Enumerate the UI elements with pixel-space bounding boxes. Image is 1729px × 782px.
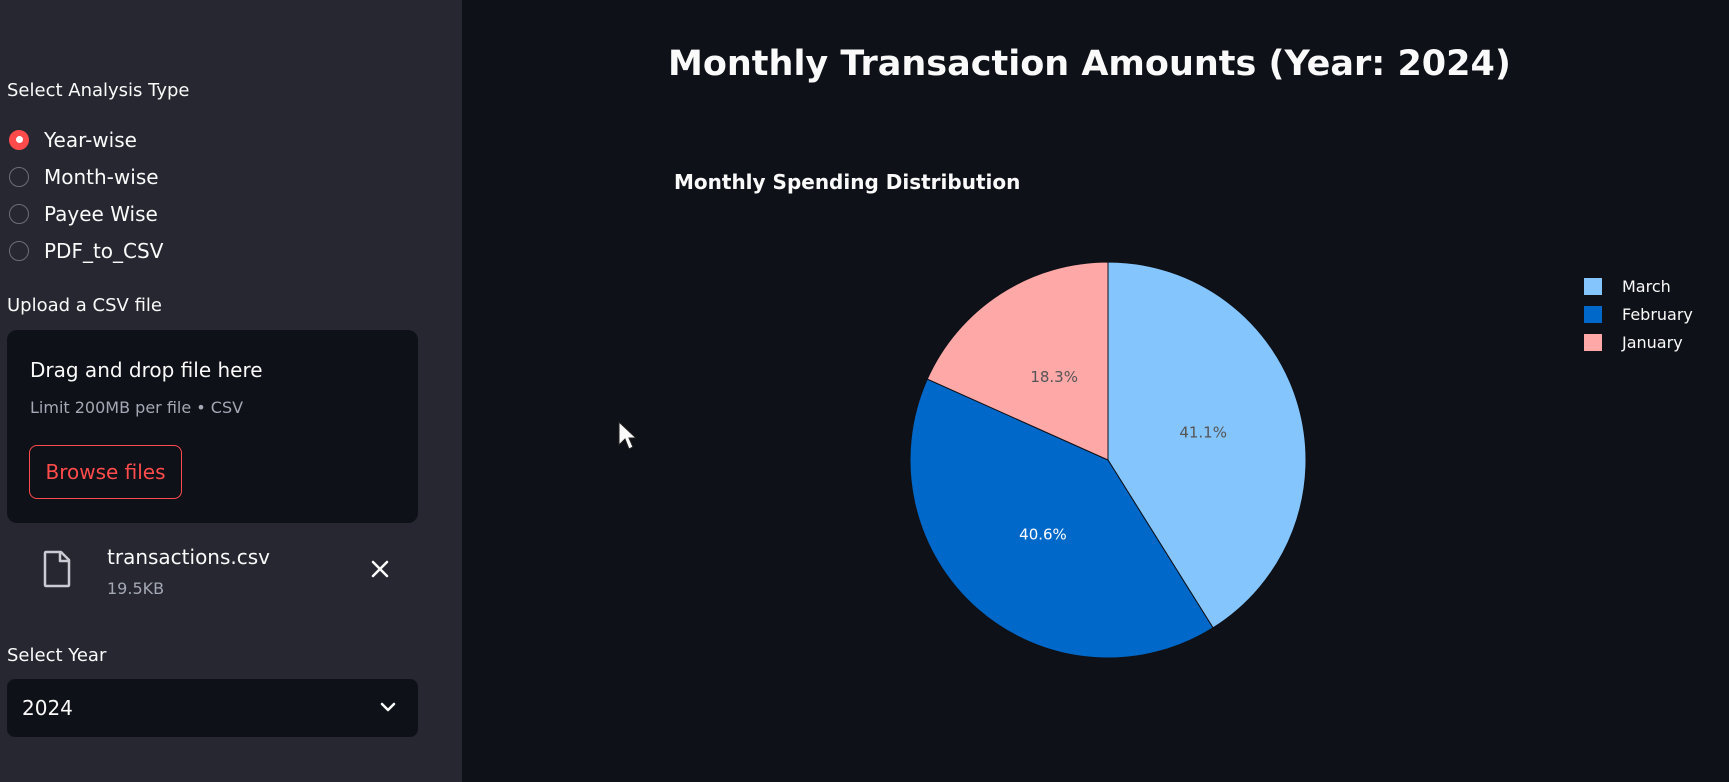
pie-slice-february[interactable] bbox=[909, 378, 1214, 659]
chart-legend: March February January bbox=[1584, 272, 1693, 356]
radio-unchecked-icon[interactable] bbox=[9, 240, 29, 261]
radio-label: PDF_to_CSV bbox=[44, 238, 164, 263]
radio-month-wise[interactable]: Month-wise bbox=[9, 158, 163, 195]
radio-unchecked-icon[interactable] bbox=[9, 166, 29, 187]
year-select-value: 2024 bbox=[22, 696, 73, 720]
close-icon[interactable] bbox=[366, 555, 394, 583]
pie-slice-january[interactable] bbox=[926, 261, 1109, 461]
file-icon bbox=[43, 550, 71, 588]
radio-label: Year-wise bbox=[44, 127, 137, 152]
uploaded-file: transactions.csv 19.5KB bbox=[0, 535, 420, 605]
radio-label: Month-wise bbox=[44, 164, 159, 189]
legend-item-january[interactable]: January bbox=[1584, 328, 1693, 356]
legend-swatch bbox=[1584, 277, 1602, 295]
mouse-cursor-icon bbox=[618, 421, 636, 450]
browse-files-button[interactable]: Browse files bbox=[29, 445, 182, 499]
analysis-type-label: Select Analysis Type bbox=[7, 80, 190, 101]
legend-swatch bbox=[1584, 305, 1602, 323]
file-name: transactions.csv bbox=[107, 545, 271, 569]
select-year-label: Select Year bbox=[7, 645, 107, 666]
page-title: Monthly Transaction Amounts (Year: 2024) bbox=[668, 44, 1511, 84]
legend-label: January bbox=[1622, 332, 1683, 352]
sidebar: Select Analysis Type Year-wise Month-wis… bbox=[0, 0, 462, 782]
legend-item-february[interactable]: February bbox=[1584, 300, 1693, 328]
pie-slice-march[interactable] bbox=[1107, 261, 1307, 629]
radio-payee-wise[interactable]: Payee Wise bbox=[9, 195, 163, 232]
analysis-type-radio-group: Year-wise Month-wise Payee Wise PDF_to_C… bbox=[9, 121, 163, 269]
pie-label-march: 41.1% bbox=[1179, 424, 1227, 442]
year-select[interactable]: 2024 bbox=[7, 679, 418, 737]
radio-label: Payee Wise bbox=[44, 201, 158, 226]
radio-unchecked-icon[interactable] bbox=[9, 203, 29, 224]
legend-swatch bbox=[1584, 333, 1602, 351]
radio-pdf-to-csv[interactable]: PDF_to_CSV bbox=[9, 232, 163, 269]
pie-label-january: 18.3% bbox=[1030, 368, 1078, 386]
legend-item-march[interactable]: March bbox=[1584, 272, 1693, 300]
pie-label-february: 40.6% bbox=[1019, 526, 1067, 544]
dropzone-limit: Limit 200MB per file • CSV bbox=[30, 398, 244, 417]
radio-year-wise[interactable]: Year-wise bbox=[9, 121, 163, 158]
file-size: 19.5KB bbox=[107, 579, 165, 598]
dropzone-title: Drag and drop file here bbox=[30, 358, 263, 382]
chart-title: Monthly Spending Distribution bbox=[674, 170, 1021, 194]
upload-label: Upload a CSV file bbox=[7, 295, 162, 316]
legend-label: February bbox=[1622, 304, 1693, 324]
chevron-down-icon bbox=[380, 702, 396, 712]
radio-checked-icon[interactable] bbox=[9, 129, 29, 150]
legend-label: March bbox=[1622, 276, 1671, 296]
file-dropzone[interactable]: Drag and drop file here Limit 200MB per … bbox=[7, 330, 418, 523]
